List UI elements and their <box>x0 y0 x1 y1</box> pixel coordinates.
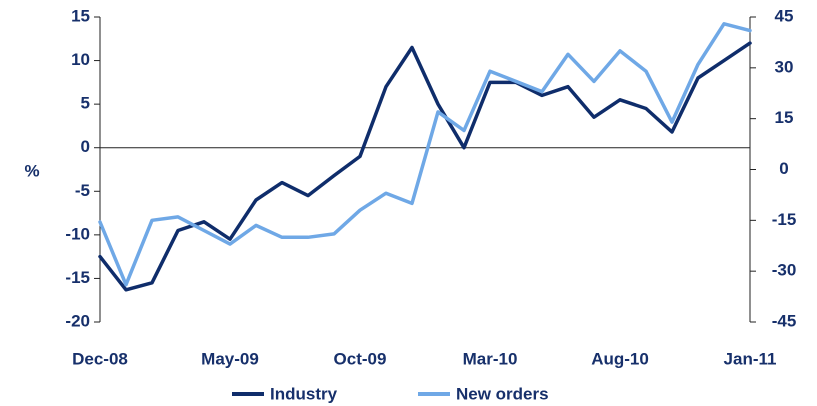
x-tick-label: Jan-11 <box>724 349 777 368</box>
x-tick-label: Oct-09 <box>334 349 387 368</box>
y-tick-label: -20 <box>65 311 90 330</box>
y2-tick-label: 15 <box>775 108 794 127</box>
y2-tick-label: -30 <box>772 261 797 280</box>
y2-tick-label: -15 <box>772 210 797 229</box>
legend-label: Industry <box>270 384 338 403</box>
y2-tick-label: -45 <box>772 311 797 330</box>
y-tick-label: 5 <box>81 94 90 113</box>
y2-tick-label: 30 <box>775 57 794 76</box>
y-tick-label: 0 <box>81 137 90 156</box>
x-tick-label: May-09 <box>201 349 259 368</box>
x-tick-label: Dec-08 <box>72 349 128 368</box>
y-tick-label: -15 <box>65 268 90 287</box>
y-tick-label: -10 <box>65 224 90 243</box>
legend-label: New orders <box>456 384 549 403</box>
y2-tick-label: 45 <box>775 6 794 25</box>
y-tick-label: 15 <box>71 6 90 25</box>
series-line <box>98 22 752 287</box>
y2-tick-label: 0 <box>779 159 788 178</box>
y-tick-label: 10 <box>71 50 90 69</box>
x-tick-label: Aug-10 <box>591 349 649 368</box>
x-tick-label: Mar-10 <box>463 349 518 368</box>
y-tick-label: -5 <box>75 181 90 200</box>
series-line <box>98 41 752 292</box>
y-axis-label: % <box>24 161 39 180</box>
